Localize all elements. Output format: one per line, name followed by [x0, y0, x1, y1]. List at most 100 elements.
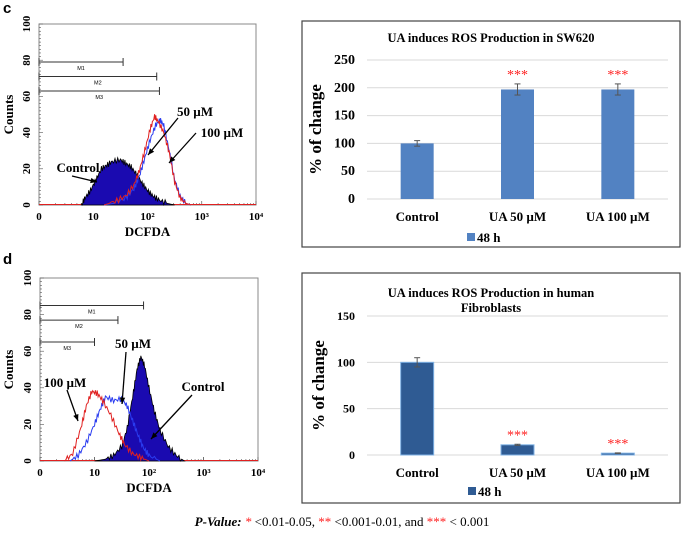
annotation-label: 100 µM	[44, 375, 87, 390]
panel-label-c: c	[3, 0, 12, 17]
histogram-series-50-m	[69, 394, 161, 462]
y-tick-label: 200	[334, 81, 355, 96]
y-tick-label: 150	[334, 109, 355, 124]
gate-label: M2	[75, 324, 83, 330]
y-tick-label: 20	[22, 418, 34, 430]
gate-label: M2	[94, 80, 102, 86]
y-tick-label: 150	[337, 309, 355, 323]
annotation-arrow	[150, 394, 193, 440]
y-axis-label: % of change	[309, 340, 328, 431]
annotation-arrow-head	[119, 397, 126, 404]
gate-label: M3	[63, 346, 71, 352]
bar-ua-50-m	[501, 89, 534, 199]
x-tick-label: 10³	[196, 467, 211, 479]
x-tick-label: 10³	[195, 211, 210, 223]
annotation-arrow	[168, 132, 197, 164]
category-label: UA 50 µM	[489, 465, 546, 480]
y-tick-label: 100	[334, 136, 355, 151]
y-tick-label: 20	[21, 163, 33, 175]
chart-title: UA induces ROS Production in SW620	[387, 31, 594, 45]
y-tick-label: 100	[337, 355, 355, 369]
legend-swatch	[467, 233, 475, 241]
y-tick-label: 100	[22, 269, 34, 286]
annotation-arrow	[147, 117, 179, 156]
bar-ua-50-m	[500, 444, 535, 456]
x-tick-label: 10⁴	[249, 211, 264, 223]
gate-label: M1	[88, 309, 96, 315]
histogram-series-100-m	[64, 389, 150, 462]
x-tick-label: 10	[89, 467, 101, 479]
histogram-plot-frame	[38, 23, 257, 206]
y-tick-label: 50	[343, 402, 355, 416]
category-label: UA 50 µM	[489, 209, 546, 224]
annotation-label: 50 µM	[115, 336, 151, 351]
y-tick-label: 60	[22, 345, 34, 357]
annotation-arrow-head	[90, 177, 97, 184]
histogram-series-control	[94, 355, 186, 462]
gate-label: M3	[95, 95, 103, 101]
y-tick-label: 250	[334, 53, 355, 68]
y-tick-label: 0	[349, 448, 355, 462]
y-tick-label: 40	[22, 382, 34, 394]
bar-control	[400, 143, 434, 199]
sig-one-star: *	[244, 514, 252, 529]
significance-marker: ***	[607, 68, 628, 83]
chart-title: UA induces ROS Production in human	[388, 286, 594, 300]
y-axis-label: % of change	[306, 84, 325, 175]
bar-ua-100-m	[601, 89, 635, 199]
histogram-series-control	[80, 156, 175, 207]
significance-marker: ***	[607, 437, 628, 452]
p-value-legend: P-Value: * <0.01-0.05, ** <0.001-0.01, a…	[0, 514, 684, 530]
y-tick-label: 80	[21, 54, 33, 65]
x-tick-label: 0	[36, 211, 42, 223]
x-tick-label: 10²	[140, 211, 155, 223]
x-tick-label: 10	[88, 211, 100, 223]
significance-marker: ***	[507, 68, 528, 83]
annotation-arrow-head	[151, 432, 158, 439]
annotation-label: Control	[56, 160, 99, 175]
p-range-1: <0.01-0.05,	[251, 514, 319, 529]
y-axis-label: Counts	[1, 95, 16, 135]
x-tick-label: 10⁴	[251, 467, 266, 479]
y-tick-label: 80	[22, 309, 34, 321]
annotation-arrow-head	[148, 148, 155, 155]
x-tick-label: 10²	[142, 467, 157, 479]
sig-two-star: **	[318, 514, 332, 529]
chart-title: Fibroblasts	[461, 301, 521, 315]
annotation-arrow-head	[73, 414, 79, 421]
bar-chart-frame	[301, 272, 681, 504]
panel-label-d: d	[3, 251, 13, 268]
y-tick-label: 0	[22, 458, 34, 464]
histogram-series-100-m	[103, 114, 192, 206]
x-axis-label: DCFDA	[126, 480, 172, 495]
x-tick-label: 0	[37, 467, 43, 479]
annotation-label: 100 µM	[201, 125, 244, 140]
y-axis-label: Counts	[1, 350, 16, 390]
y-tick-label: 60	[21, 90, 33, 102]
category-label: UA 100 µM	[586, 209, 650, 224]
sig-three-star: ***	[426, 514, 447, 529]
significance-marker: ***	[507, 428, 528, 443]
annotation-label: 50 µM	[177, 104, 213, 119]
y-tick-label: 100	[21, 15, 33, 32]
x-axis-label: DCFDA	[125, 224, 171, 239]
annotation-arrow-head	[169, 156, 176, 163]
annotation-label: Control	[181, 379, 224, 394]
p-range-3: < 0.001	[446, 514, 490, 529]
p-range-2: <0.001-0.01, and	[331, 514, 427, 529]
category-label: Control	[396, 465, 439, 480]
category-label: Control	[396, 209, 439, 224]
p-value-prefix: P-Value:	[194, 514, 242, 529]
histogram-series-50-m	[104, 117, 192, 206]
category-label: UA 100 µM	[586, 465, 650, 480]
annotation-arrow	[121, 351, 127, 405]
bar-control	[400, 361, 435, 456]
gate-label: M1	[77, 66, 85, 72]
y-tick-label: 0	[21, 202, 33, 208]
legend-label: 48 h	[478, 484, 502, 499]
y-tick-label: 40	[21, 127, 33, 139]
legend-label: 48 h	[477, 230, 501, 245]
y-tick-label: 0	[348, 192, 355, 207]
